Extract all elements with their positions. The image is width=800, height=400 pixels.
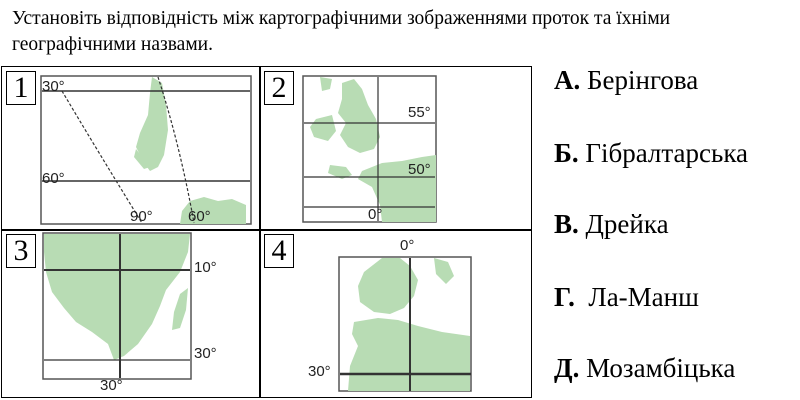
option-a-letter: А. bbox=[554, 65, 581, 95]
map2-label-lat50: 50° bbox=[408, 161, 431, 178]
maps-table: 1 30° 60° 90° 60° 2 bbox=[1, 66, 532, 398]
map-cell-3: 3 10° 30° 30° bbox=[2, 230, 258, 396]
table-divider-horizontal bbox=[2, 229, 531, 231]
option-v-name: Дрейка bbox=[585, 209, 669, 239]
option-b: Б. Гібралтарська bbox=[554, 137, 748, 169]
map3-label-lat10: 10° bbox=[194, 259, 217, 276]
option-v: В. Дрейка bbox=[554, 208, 669, 240]
map-mozambique-channel bbox=[42, 232, 192, 380]
map3-label-lat30: 30° bbox=[194, 345, 217, 362]
option-a-name: Берінгова bbox=[587, 65, 699, 95]
map-number-3: 3 bbox=[6, 234, 36, 268]
map-drake-passage bbox=[40, 75, 252, 225]
option-h-letter: Г. bbox=[554, 282, 575, 312]
option-d-name: Мозамбіцька bbox=[586, 353, 736, 383]
map-english-channel bbox=[302, 75, 437, 223]
map-number-1: 1 bbox=[6, 71, 36, 105]
option-b-name: Гібралтарська bbox=[585, 138, 749, 168]
option-d: Д. Мозамбіцька bbox=[554, 352, 735, 384]
map4-label-lat30: 30° bbox=[308, 363, 331, 380]
map-cell-2: 2 55° 50° 0° bbox=[260, 67, 532, 228]
option-a: А. Берінгова bbox=[554, 64, 698, 96]
map-cell-1: 1 30° 60° 90° 60° bbox=[2, 67, 258, 228]
map2-label-lon0: 0° bbox=[368, 206, 383, 223]
map1-label-lon60: 60° bbox=[188, 208, 211, 225]
option-v-letter: В. bbox=[554, 209, 579, 239]
option-h: Г. Ла-Манш bbox=[554, 281, 699, 313]
map-gibraltar-strait bbox=[338, 256, 472, 392]
map1-label-lon90: 90° bbox=[130, 208, 153, 225]
map1-label-lat30: 30° bbox=[42, 78, 65, 95]
map4-label-lon0: 0° bbox=[400, 237, 415, 254]
map2-label-lat55: 55° bbox=[408, 104, 431, 121]
option-b-letter: Б. bbox=[554, 138, 579, 168]
map-cell-4: 4 0° 30° bbox=[260, 230, 532, 396]
table-divider-vertical bbox=[259, 67, 261, 397]
map-number-4: 4 bbox=[264, 234, 294, 268]
map1-label-lat60: 60° bbox=[42, 170, 65, 187]
option-d-letter: Д. bbox=[554, 353, 580, 383]
map-number-2: 2 bbox=[264, 71, 294, 105]
map3-label-lon30: 30° bbox=[100, 377, 123, 394]
option-h-name: Ла-Манш bbox=[581, 282, 699, 312]
question-text: Установіть відповідність між картографіч… bbox=[12, 8, 671, 55]
